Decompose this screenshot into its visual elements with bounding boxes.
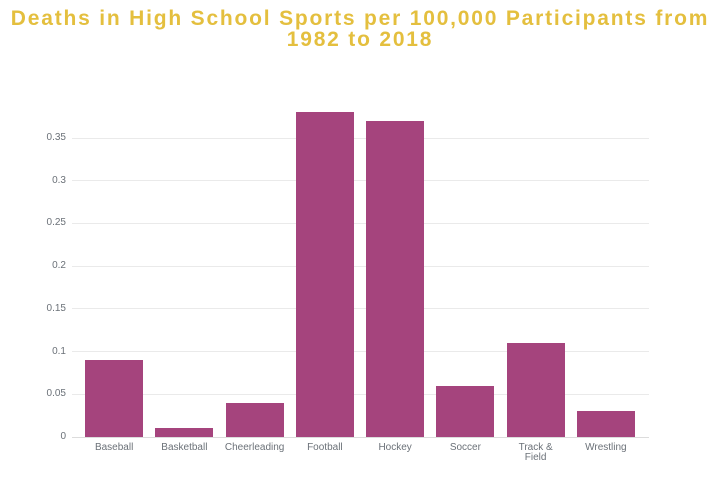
bar-wrestling (576, 411, 635, 437)
gridline (72, 308, 649, 310)
chart-title: Deaths in High School Sports per 100,000… (0, 8, 720, 50)
x-axis-line (72, 436, 649, 438)
x-tick-label: Cheerleading (224, 441, 285, 453)
bar-soccer (436, 385, 495, 437)
bar-hockey (366, 120, 425, 437)
gridline (72, 222, 649, 224)
chart-title-line2: 1982 to 2018 (286, 28, 434, 51)
x-tick-label: Basketball (161, 441, 208, 453)
x-tick-label: Baseball (94, 441, 134, 453)
bar-baseball (85, 360, 144, 437)
y-tick-label: 0.2 (52, 260, 66, 272)
gridline (72, 351, 649, 353)
chart-title-line1: Deaths in High School Sports per 100,000… (10, 7, 710, 30)
y-tick-label: 0.05 (46, 388, 66, 400)
bar-track-field (506, 343, 565, 437)
y-tick-label: 0 (60, 431, 66, 442)
x-tick-label: Soccer (449, 441, 481, 453)
gridline (72, 180, 649, 182)
y-tick-label: 0.35 (46, 132, 66, 144)
y-tick-label: 0.15 (46, 302, 66, 314)
x-tick-label: Hockey (378, 441, 412, 453)
gridline (72, 265, 649, 267)
x-tick-label: Football (307, 441, 343, 453)
x-tick-label: Track & Field (518, 441, 553, 463)
x-tick-label: Wrestling (585, 441, 627, 453)
y-tick-label: 0.1 (52, 345, 66, 357)
bar-basketball (155, 428, 214, 437)
bar-football (295, 112, 354, 437)
gridline (72, 393, 649, 395)
gridline (72, 137, 649, 139)
bar-cheerleading (225, 402, 284, 437)
y-tick-label: 0.3 (52, 174, 66, 186)
y-tick-label: 0.25 (46, 217, 66, 229)
